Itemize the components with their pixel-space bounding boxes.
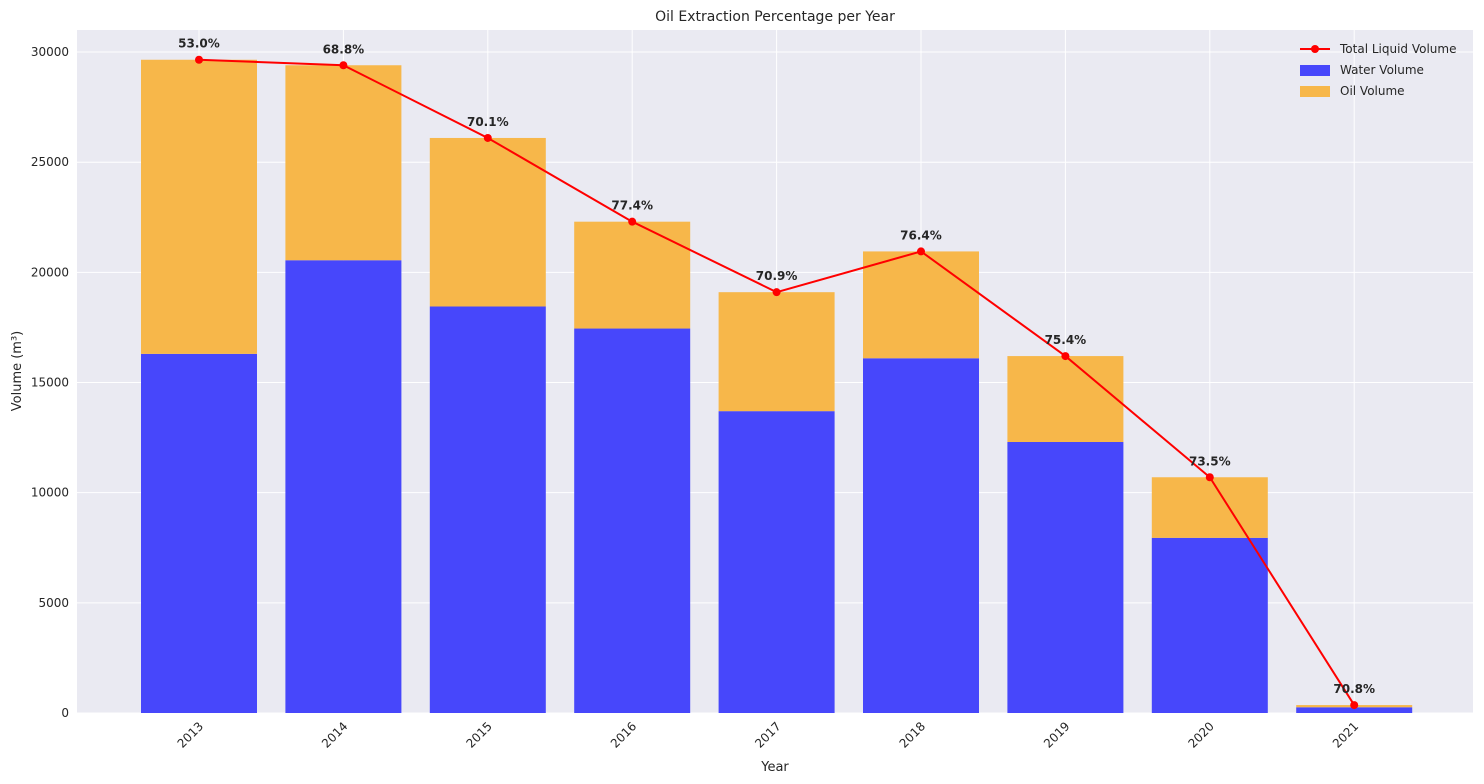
y-axis-label: Volume (m³): [10, 331, 25, 412]
bar-water-2019: [1007, 442, 1124, 713]
x-tick-label: 2017: [752, 719, 783, 750]
pct-label-2013: 53.0%: [178, 37, 220, 51]
total-line: [195, 55, 1359, 710]
bar-oil-2017: [718, 292, 835, 412]
x-tick-label: 2018: [897, 719, 928, 750]
x-tick-label: 2021: [1330, 719, 1361, 750]
y-tick-label: 5000: [38, 596, 69, 610]
bar-water-2021: [1296, 707, 1413, 713]
total-point-2013: [195, 55, 203, 64]
legend-line-marker: [1311, 45, 1319, 53]
pct-label-2019: 75.4%: [1045, 333, 1087, 347]
legend-oil: Oil Volume: [1340, 84, 1405, 98]
bar-oil-2020: [1151, 477, 1268, 538]
bar-water-2015: [429, 306, 546, 713]
bar-oil-2019: [1007, 356, 1124, 443]
y-tick-label: 0: [61, 706, 69, 720]
x-tick-label: 2020: [1185, 719, 1216, 750]
legend-total: Total Liquid Volume: [1339, 42, 1456, 56]
bar-oil-2014: [285, 65, 402, 261]
pct-label-2017: 70.9%: [756, 269, 798, 283]
bar-water-2020: [1151, 537, 1268, 713]
bar-water-2013: [141, 353, 257, 713]
legend-water-swatch: [1300, 65, 1330, 76]
y-tick-label: 25000: [31, 155, 69, 169]
bar-water-2016: [574, 328, 691, 713]
bar-oil-2013: [141, 59, 257, 354]
x-tick-label: 2013: [175, 719, 206, 750]
total-point-2017: [772, 288, 781, 297]
x-tick-label: 2014: [319, 719, 350, 750]
x-tick-label: 2015: [463, 719, 494, 750]
legend-water: Water Volume: [1340, 63, 1424, 77]
total-point-2016: [628, 217, 637, 226]
total-point-2021: [1350, 701, 1359, 710]
bar-oil-2016: [574, 221, 691, 329]
pct-label-2016: 77.4%: [611, 199, 653, 213]
percentage-labels: 53.0% 68.8% 70.1% 77.4% 70.9% 76.4% 75.4% 73.5%…: [178, 37, 1375, 696]
y-tick-label: 10000: [31, 486, 69, 500]
legend: Total Liquid Volume Water Volume Oil Volum…: [1300, 42, 1456, 98]
y-tick-label: 15000: [31, 376, 69, 390]
pct-label-2014: 68.8%: [323, 42, 365, 56]
bars: [141, 59, 1413, 713]
y-axis-ticks: 0 5000 10000 15000 20000 25000 30000: [31, 45, 69, 720]
bar-water-2017: [718, 411, 835, 713]
x-tick-label: 2016: [608, 719, 639, 750]
legend-oil-swatch: [1300, 86, 1330, 97]
total-point-2019: [1061, 352, 1070, 361]
x-axis-label: Year: [760, 760, 789, 775]
bar-water-2018: [863, 358, 979, 713]
pct-label-2018: 76.4%: [900, 228, 942, 242]
pct-label-2020: 73.5%: [1189, 454, 1231, 468]
total-point-2014: [339, 61, 348, 70]
bar-oil-2015: [429, 137, 546, 307]
bar-oil-2018: [863, 251, 979, 359]
pct-label-2015: 70.1%: [467, 115, 509, 129]
total-point-2015: [483, 133, 492, 142]
y-tick-label: 20000: [31, 265, 69, 279]
pct-label-2021: 70.8%: [1333, 682, 1375, 696]
x-tick-label: 2019: [1041, 719, 1072, 750]
chart-title: Oil Extraction Percentage per Year: [655, 9, 895, 25]
bar-water-2014: [285, 260, 402, 713]
y-tick-label: 30000: [31, 45, 69, 59]
total-point-2018: [917, 247, 925, 256]
x-axis-ticks: 2013 2014 2015 2016 2017 2018 2019 2020 2021: [175, 719, 1362, 750]
total-point-2020: [1205, 473, 1214, 482]
